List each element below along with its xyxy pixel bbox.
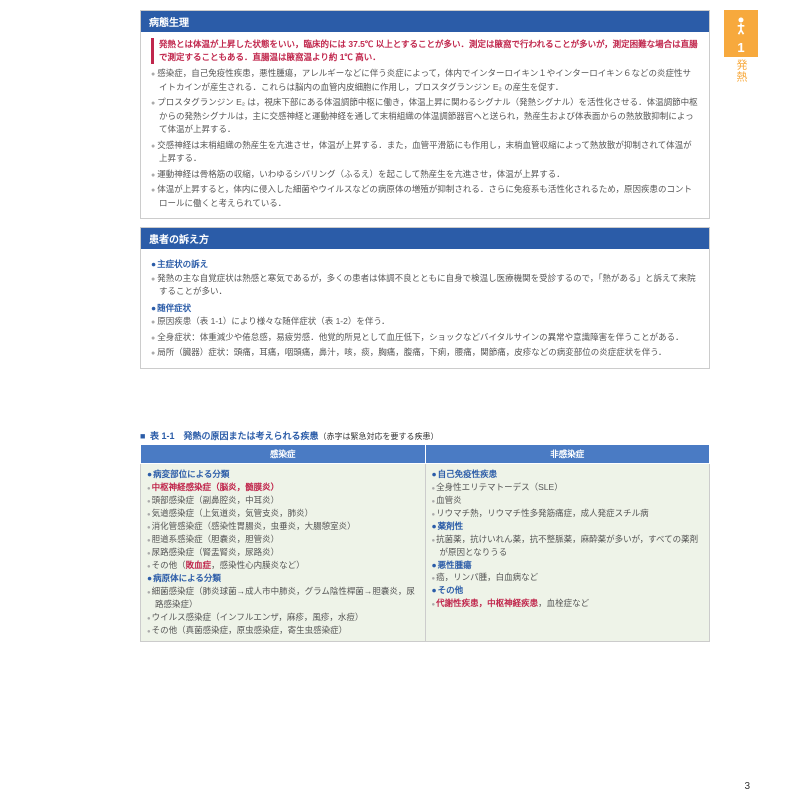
list-item: 全身性エリテマトーデス（SLE） <box>432 481 704 494</box>
category-head: 自己免疫性疾患 <box>432 468 704 481</box>
list-item: 抗菌薬，抗けいれん薬，抗不整脈薬，麻酔薬が多いが，すべての薬剤が原因となりうる <box>432 533 704 559</box>
table-caption-main: 表 1-1 発熱の原因または考えられる疾患 <box>150 431 319 441</box>
section-complaints: 患者の訴え方 主症状の訴え発熱の主な自覚症状は熱感と寒気であるが，多くの患者は体… <box>140 227 710 369</box>
bullet-item: 感染症，自己免疫性疾患，悪性腫瘍，アレルギーなどに伴う炎症によって，体内でインタ… <box>151 67 699 94</box>
subsection-head: 主症状の訴え <box>151 258 699 271</box>
category-head: 悪性腫瘍 <box>432 559 704 572</box>
category-head: 病変部位による分類 <box>147 468 419 481</box>
list-item: その他（真菌感染症，原虫感染症，寄生虫感染症） <box>147 624 419 637</box>
section-header: 病態生理 <box>141 11 709 32</box>
person-icon <box>724 10 758 40</box>
table-cell-noninfectious: 自己免疫性疾患全身性エリテマトーデス（SLE）血管炎リウマチ熱，リウマチ性多発筋… <box>425 464 710 641</box>
bullet-item: 全身症状：体重減少や倦怠感，易疲労感．他覚的所見として血圧低下，ショックなどバイ… <box>151 331 699 345</box>
table-header: 非感染症 <box>425 445 710 464</box>
bullet-item: 発熱の主な自覚症状は熱感と寒気であるが，多くの患者は体調不良とともに自身で検温し… <box>151 272 699 299</box>
category-head: 病原体による分類 <box>147 572 419 585</box>
table-header: 感染症 <box>141 445 426 464</box>
list-item: 癌，リンパ腫，白血病など <box>432 571 704 584</box>
table-caption-sub: （赤字は緊急対応を要する疾患） <box>318 432 438 441</box>
section-header: 患者の訴え方 <box>141 228 709 249</box>
bullet-item: プロスタグランジン E₂ は，視床下部にある体温調節中枢に働き，体温上昇に関わる… <box>151 96 699 136</box>
table-caption: 表 1-1 発熱の原因または考えられる疾患（赤字は緊急対応を要する疾患） <box>140 429 710 442</box>
list-item: その他（敗血症，感染性心内膜炎など） <box>147 559 419 572</box>
bullet-item: 局所（臓器）症状：頭痛，耳痛，咽頭痛，鼻汁，咳，痰，胸痛，腹痛，下痢，腰痛，関節… <box>151 346 699 360</box>
chapter-number: 1 <box>724 40 758 57</box>
section-body: 発熱とは体温が上昇した状態をいい，臨床的には 37.5℃ 以上とすることが多い．… <box>141 32 709 218</box>
list-item: リウマチ熱，リウマチ性多発筋痛症，成人発症スチル病 <box>432 507 704 520</box>
list-item: 尿路感染症（腎盂腎炎，尿路炎） <box>147 546 419 559</box>
list-item: 血管炎 <box>432 494 704 507</box>
subsection-head: 随伴症状 <box>151 302 699 315</box>
category-head: 薬剤性 <box>432 520 704 533</box>
list-item: 気道感染症（上気道炎，気管支炎，肺炎） <box>147 507 419 520</box>
list-item: ウイルス感染症（インフルエンザ，麻疹，風疹，水痘） <box>147 611 419 624</box>
category-head: その他 <box>432 584 704 597</box>
list-item: 頭部感染症（副鼻腔炎，中耳炎） <box>147 494 419 507</box>
page-number: 3 <box>744 781 750 792</box>
list-item: 消化管感染症（感染性胃腸炎，虫垂炎，大腸憩室炎） <box>147 520 419 533</box>
table-cell-infectious: 病変部位による分類中枢神経感染症（脳炎，髄膜炎）頭部感染症（副鼻腔炎，中耳炎）気… <box>141 464 426 641</box>
chapter-tab: 1 発熱 <box>724 10 758 83</box>
page-content: 病態生理 発熱とは体温が上昇した状態をいい，臨床的には 37.5℃ 以上とするこ… <box>0 0 800 652</box>
list-item: 代謝性疾患，中枢神経疾患，血栓症など <box>432 597 704 610</box>
list-item: 細菌感染症（肺炎球菌→成人市中肺炎，グラム陰性桿菌→胆嚢炎，尿路感染症） <box>147 585 419 611</box>
list-item: 胆道系感染症（胆嚢炎，胆管炎） <box>147 533 419 546</box>
bullet-item: 体温が上昇すると，体内に侵入した細菌やウイルスなどの病原体の増殖が抑制される．さ… <box>151 183 699 210</box>
bullet-item: 原因疾患（表 1-1）により様々な随伴症状（表 1-2）を伴う． <box>151 315 699 329</box>
disease-table: 感染症 非感染症 病変部位による分類中枢神経感染症（脳炎，髄膜炎）頭部感染症（副… <box>140 444 710 641</box>
lead-text: 発熱とは体温が上昇した状態をいい，臨床的には 37.5℃ 以上とすることが多い．… <box>151 38 699 64</box>
bullet-item: 運動神経は骨格筋の収縮，いわゆるシバリング（ふるえ）を起こして熱産生を亢進させ，… <box>151 168 699 182</box>
section-body: 主症状の訴え発熱の主な自覚症状は熱感と寒気であるが，多くの患者は体調不良とともに… <box>141 249 709 368</box>
list-item: 中枢神経感染症（脳炎，髄膜炎） <box>147 481 419 494</box>
bullet-item: 交感神経は末梢組織の熱産生を亢進させ，体温が上昇する．また，血管平滑筋にも作用し… <box>151 139 699 166</box>
chapter-label: 発熱 <box>733 59 749 83</box>
section-pathophysiology: 病態生理 発熱とは体温が上昇した状態をいい，臨床的には 37.5℃ 以上とするこ… <box>140 10 710 219</box>
